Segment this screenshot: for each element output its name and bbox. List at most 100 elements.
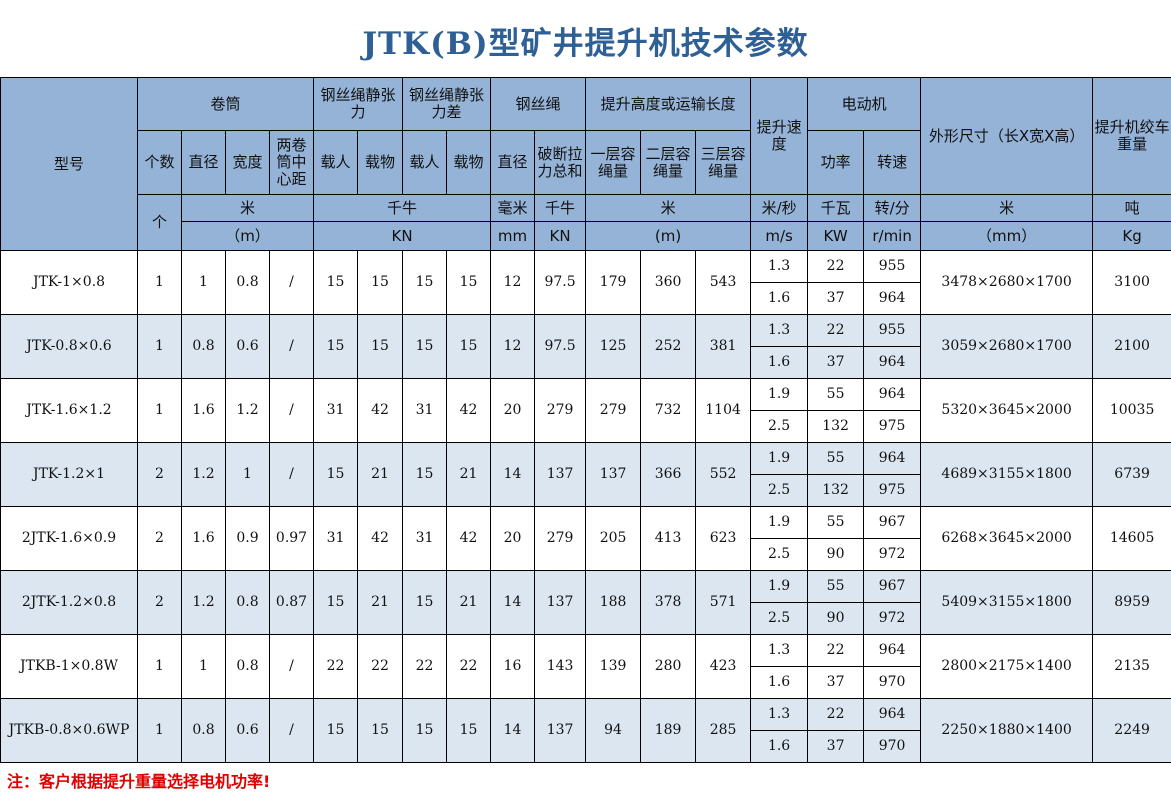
cell-l2: 252 (640, 314, 697, 379)
cell-dp: 15 (402, 314, 448, 379)
cell-rpm: 964 (863, 346, 922, 379)
unit-speed-cn: 米/秒 (750, 194, 809, 222)
cell-power: 22 (807, 634, 865, 667)
cell-speed: 1.3 (750, 250, 809, 283)
cell-bf: 97.5 (534, 250, 587, 315)
cell-dim: 2800×2175×1400 (920, 634, 1094, 699)
cell-rpm: 967 (863, 570, 922, 603)
cell-count: 1 (137, 634, 182, 699)
cell-power: 37 (807, 282, 865, 315)
cell-bf: 137 (534, 442, 587, 507)
table-header: 型号 卷筒 钢丝绳静张力 钢丝绳静张力差 钢丝绳 提升高度或运输长度 提升速度 … (0, 77, 1171, 251)
cell-l2: 360 (640, 250, 697, 315)
unit-kw-cn: 千瓦 (807, 194, 865, 222)
cell-dc: 21 (446, 442, 492, 507)
cell-bf: 279 (534, 378, 587, 443)
cell-dc: 21 (446, 570, 492, 635)
cell-speed: 1.9 (750, 506, 809, 539)
unit-speed: m/s (750, 221, 809, 251)
cell-l2: 378 (640, 570, 697, 635)
cell-dp: 31 (402, 378, 448, 443)
cell-weight: 14605 (1092, 506, 1171, 571)
cell-l1: 94 (585, 698, 642, 763)
cell-dc: 42 (446, 506, 492, 571)
cell-dp: 15 (402, 698, 448, 763)
cell-l2: 280 (640, 634, 697, 699)
cell-tc: 42 (357, 506, 404, 571)
cell-l3: 1104 (695, 378, 752, 443)
cell-tp: 15 (313, 442, 359, 507)
cell-rpm: 955 (863, 250, 922, 283)
cell-tp: 22 (313, 634, 359, 699)
cell-count: 2 (137, 570, 182, 635)
cell-weight: 2135 (1092, 634, 1171, 699)
cell-tp: 31 (313, 378, 359, 443)
cell-power: 90 (807, 602, 865, 635)
cell-dp: 31 (402, 506, 448, 571)
cell-tp: 31 (313, 506, 359, 571)
table-row: 2JTK-1.6×0.9 2 1.6 0.9 0.97 31 42 31 42 20 279 205 4… (0, 506, 1171, 571)
cell-model: JTK-1×0.8 (0, 250, 138, 315)
unit-kn2: KN (534, 221, 587, 251)
cell-tc: 15 (357, 314, 404, 379)
cell-model: JTK-1.2×1 (0, 442, 138, 507)
unit-m: （m） (180, 221, 315, 251)
table-row: JTK-0.8×0.6 1 0.8 0.6/15 15 15 15 12 97.5 125 252 3… (0, 314, 1171, 379)
cell-power: 55 (807, 442, 865, 475)
cell-dc: 42 (446, 378, 492, 443)
cell-bf: 137 (534, 698, 587, 763)
cell-l1: 188 (585, 570, 642, 635)
cell-count: 1 (137, 698, 182, 763)
header-person: 载人 (313, 130, 359, 195)
cell-weight: 2100 (1092, 314, 1171, 379)
cell-dia: 1 (181, 634, 226, 699)
cell-dim: 6268×3645×2000 (920, 506, 1094, 571)
cell-l1: 205 (585, 506, 642, 571)
cell-rd: 20 (490, 378, 536, 443)
cell-count: 1 (137, 314, 182, 379)
cell-l3: 623 (695, 506, 752, 571)
table-row: 1.6 37 964 (1, 346, 1171, 379)
cell-tp: 15 (313, 698, 359, 763)
page-title: JTK(B)型矿井提升机技术参数 (362, 26, 809, 62)
cell-model: JTK-0.8×0.6 (0, 314, 138, 379)
unit-weight-cn: 吨 (1092, 194, 1171, 222)
unit-kw: KW (807, 221, 865, 251)
header-dimensions: 外形尺寸（长X宽X高） (920, 77, 1094, 195)
cell-power: 55 (807, 570, 865, 603)
cell-model: 2JTK-1.2×0.8 (0, 570, 138, 635)
cell-dia: 1.6 (181, 506, 226, 571)
cell-speed: 1.6 (750, 346, 809, 379)
cell-rpm: 975 (863, 410, 922, 443)
cell-dc: 22 (446, 634, 492, 699)
cell-center: / (268, 634, 315, 699)
unit-kn: KN (313, 221, 492, 251)
header-speed: 提升速度 (750, 77, 809, 195)
header-rope-dia: 直径 (490, 130, 536, 195)
cell-count: 2 (137, 442, 182, 507)
cell-dp: 15 (402, 442, 448, 507)
header-power: 功率 (807, 130, 865, 195)
cell-l3: 285 (695, 698, 752, 763)
header-rope-tension-diff: 钢丝绳静张力差 (402, 77, 492, 131)
cell-l1: 139 (585, 634, 642, 699)
header-model: 型号 (0, 77, 138, 251)
cell-tp: 15 (313, 314, 359, 379)
cell-model: 2JTK-1.6×0.9 (0, 506, 138, 571)
cell-l2: 189 (640, 698, 697, 763)
header-cargo-diff: 载物 (446, 130, 492, 195)
cell-rpm: 964 (863, 634, 922, 667)
cell-l1: 137 (585, 442, 642, 507)
table-row: JTK-1.6×1.2 1 1.6 1.2/31 42 31 42 20 279 279 732 11… (0, 378, 1171, 443)
cell-rpm: 964 (863, 442, 922, 475)
header-weight: 提升机绞车重量 (1092, 77, 1171, 195)
cell-rd: 20 (490, 506, 536, 571)
cell-bf: 279 (534, 506, 587, 571)
cell-speed: 2.5 (750, 602, 809, 635)
header-rope-tension: 钢丝绳静张力 (313, 77, 404, 131)
cell-l2: 732 (640, 378, 697, 443)
cell-center: / (268, 250, 315, 315)
cell-width: 0.8 (225, 570, 270, 635)
cell-power: 132 (807, 410, 865, 443)
cell-model: JTKB-0.8×0.6WP (0, 698, 138, 763)
